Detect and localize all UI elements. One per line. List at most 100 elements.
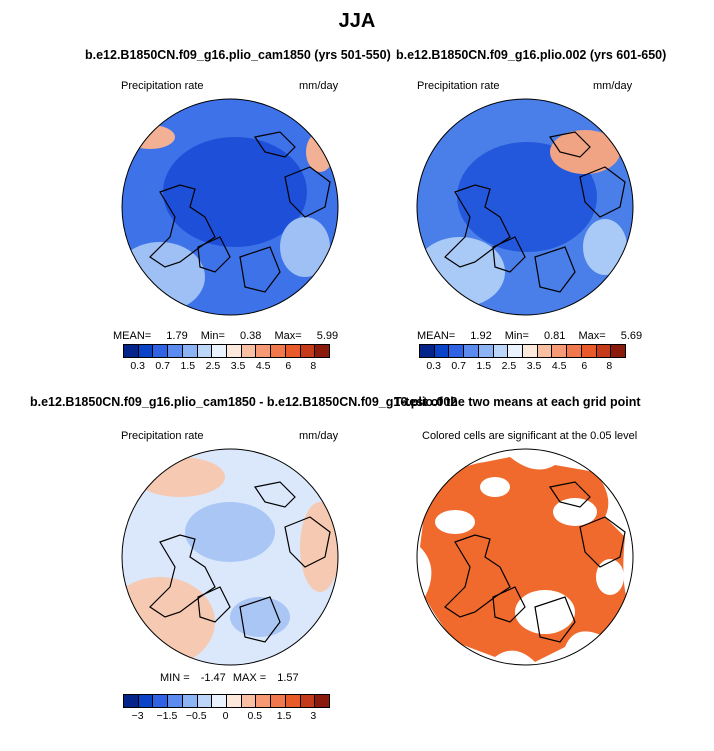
colorbar-swatch [315,345,330,357]
panel4-gap2 [553,498,597,526]
panel1-min-label: Min= [200,330,225,342]
panel3-map-warm [122,577,215,665]
colorbar-tick-label: 0.3 [426,360,441,372]
panel2-mean-label: MEAN= [417,330,456,342]
panel1-border [121,98,339,316]
panel2-border [416,98,634,316]
colorbar-swatch [168,345,183,357]
panel1-map-light [122,242,205,312]
colorbar-swatch [256,345,272,357]
colorbar-tick-label: 0.7 [451,360,467,372]
panel4-coastlines [444,481,626,643]
panel1-title: b.e12.B1850CN.f09_g16.plio_cam1850 (yrs … [85,48,391,62]
colorbar-swatch [420,345,435,357]
colorbar-swatch [449,345,465,357]
colorbar-swatch [182,695,198,707]
panel1-stats: MEAN= 1.79 Min= 0.38 Max= 5.99 [113,330,338,342]
panel4-gap1 [435,510,475,534]
colorbar-swatch [285,695,301,707]
colorbar-swatch [212,695,228,707]
panel1-map-dark [163,137,307,247]
colorbar-swatch [434,345,450,357]
panel2-max-label: Max= [578,330,606,342]
panel3-map-warm3 [300,502,338,592]
panel3-coastlines [149,481,331,643]
panel4-border [416,448,634,666]
colorbar-swatch [596,345,612,357]
colorbar-swatch [300,695,316,707]
colorbar-swatch [153,695,169,707]
panel4-gap3 [515,590,575,634]
colorbar-swatch [271,345,286,357]
colorbar-swatch [241,695,257,707]
panel1-coastlines [149,131,331,293]
colorbar-tick-label: 1.5 [476,360,492,372]
panel4-map [416,448,634,666]
colorbar-swatch [567,345,582,357]
panel3-max-value: 1.57 [277,672,299,684]
colorbar-tick-label: 6 [581,360,588,372]
colorbar-swatch [227,345,242,357]
figure-title: JJA [338,10,376,32]
panel3-min-label: MIN = [160,672,190,684]
colorbar-swatch [138,345,154,357]
panel2-min-value: 0.81 [543,330,566,342]
colorbar-swatch [124,695,139,707]
colorbar-tick-label: −1.5 [156,710,178,722]
colorbar-tick-label: 8 [606,360,613,372]
panel4-gap4 [596,559,624,595]
colorbar-tick-label: 0.7 [155,360,171,372]
panel2-title: b.e12.B1850CN.f09_g16.plio.002 (yrs 601-… [396,48,667,62]
colorbar-swatch [552,345,568,357]
colorbar-swatch [537,345,553,357]
colorbar-tick-label: 0.5 [247,710,263,722]
colorbar-tick-label: −3 [131,710,144,722]
panel2-variable: Precipitation rate [417,80,500,92]
panel3-colorbar-labels: −3 −1.5 −0.5 0 0.5 1.5 3 [123,710,328,724]
panel2-map-light2 [583,219,627,275]
panel2-coastlines [444,131,626,293]
panel3-variable: Precipitation rate [121,430,204,442]
panel2-units: mm/day [593,80,633,92]
colorbar-swatch [464,345,479,357]
colorbar-swatch [197,345,213,357]
panel3-title: b.e12.B1850CN.f09_g16.plio_cam1850 - b.e… [30,395,458,409]
panel2-map [416,98,634,316]
panel1-max-value: 5.99 [316,330,339,342]
panel4-significant-region [420,457,630,662]
panel2-map-dark [457,142,597,252]
panel2-map-light [417,237,505,307]
colorbar-swatch [523,345,538,357]
colorbar-swatch [212,345,228,357]
panel2-mean-value: 1.92 [470,330,492,342]
colorbar-tick-label: 4.5 [551,360,567,372]
panel2-stats: MEAN= 1.92 Min= 0.81 Max= 5.69 [417,330,642,342]
colorbar-swatch [256,695,272,707]
panel1-units: mm/day [299,80,339,92]
colorbar-swatch [315,695,330,707]
panel3-colorbar [123,694,330,708]
panel1-variable: Precipitation rate [121,80,204,92]
colorbar-swatch [493,345,509,357]
colorbar-swatch [300,345,316,357]
colorbar-swatch [153,345,169,357]
panel3-map [121,448,339,666]
colorbar-swatch [285,345,301,357]
panel3-map-blue2 [230,597,290,637]
colorbar-tick-label: 1.5 [276,710,292,722]
panel1-min-value: 0.38 [239,330,262,342]
panel1-colorbar-labels: 0.3 0.7 1.5 2.5 3.5 4.5 6 8 [123,360,328,374]
colorbar-swatch [508,345,524,357]
panel1-colorbar [123,344,330,358]
colorbar-tick-label: 3 [310,710,317,722]
colorbar-swatch [168,695,183,707]
panel3-min-value: -1.47 [200,672,226,684]
panel2-colorbar [419,344,626,358]
colorbar-swatch [124,345,139,357]
panel1-map-light2 [280,217,330,277]
colorbar-swatch [197,695,213,707]
colorbar-swatch [271,695,286,707]
panel3-border [121,448,339,666]
colorbar-tick-label: 1.5 [180,360,196,372]
colorbar-swatch [241,345,257,357]
